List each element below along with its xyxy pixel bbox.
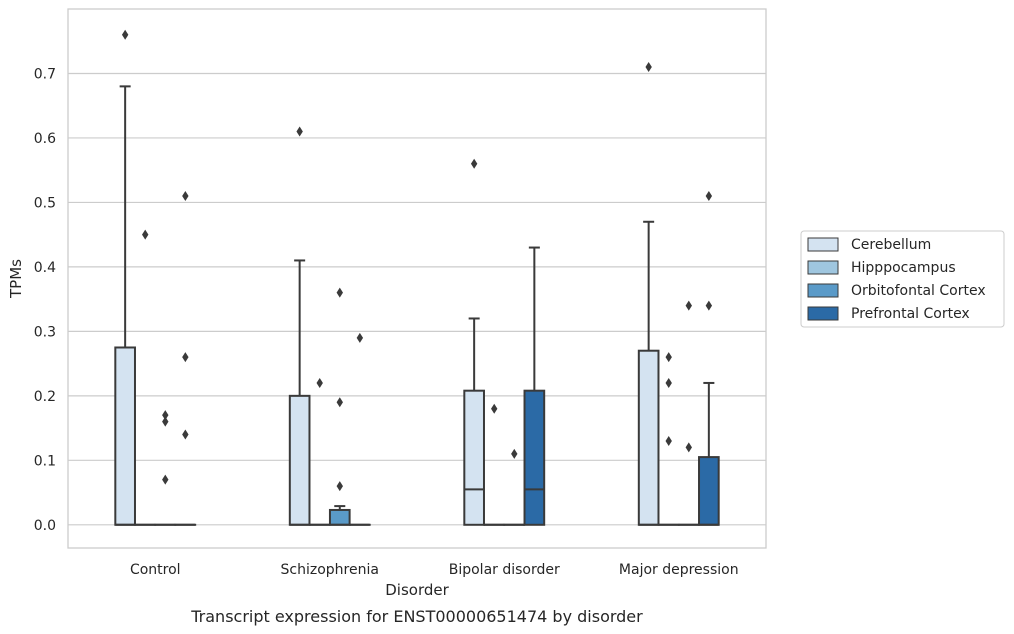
y-tick-label: 0.1: [34, 453, 56, 469]
outlier-point: [705, 190, 713, 201]
outlier-point: [491, 403, 498, 414]
outlier-point: [356, 332, 364, 343]
plot-area: 0.0 0.1 0.2 0.3 0.4 0.5 0.6 0.7 Control Schizoph…: [34, 8, 767, 578]
y-axis-label: TPMs: [7, 259, 25, 299]
plot-frame: [67, 8, 767, 549]
box-body: [288, 394, 311, 526]
box-cerebellum: [637, 62, 660, 526]
legend-label: Cerebellum: [851, 237, 931, 253]
x-tick-label: Major depression: [619, 562, 739, 578]
y-tick-label: 0.4: [34, 260, 56, 276]
box-body: [463, 389, 485, 526]
box-body: [328, 508, 351, 526]
legend-label: Orbitofontal Cortex: [851, 283, 986, 299]
outlier-point: [665, 377, 672, 388]
x-tick-label: Schizophrenia: [281, 562, 379, 578]
box-prefrontal-cortex: [698, 190, 720, 526]
chart-title: Transcript expression for ENST0000065147…: [190, 607, 643, 626]
outlier-point: [162, 416, 169, 427]
legend-swatch: [807, 283, 839, 298]
outlier-point: [182, 190, 189, 201]
box-body: [114, 346, 136, 526]
outlier-point: [336, 287, 343, 298]
legend-swatch: [807, 237, 839, 252]
y-tick-label: 0.0: [34, 518, 56, 534]
y-tick-label: 0.7: [34, 66, 56, 82]
outlier-point: [645, 62, 652, 73]
box-body: [523, 389, 546, 526]
outlier-point: [665, 435, 672, 446]
outlier-point: [316, 377, 323, 388]
box-series: [114, 29, 720, 526]
box-prefrontal-cortex: [523, 246, 546, 526]
box-body: [698, 456, 720, 526]
box-orbitofontal-cortex: [328, 287, 351, 526]
legend-swatch: [807, 260, 839, 275]
y-tick-label: 0.6: [34, 131, 56, 147]
legend-label: Hipppocampus: [851, 260, 956, 276]
outlier-point: [182, 352, 189, 363]
box-cerebellum: [463, 158, 485, 526]
outlier-point: [685, 300, 692, 311]
outlier-point: [142, 229, 149, 240]
outlier-point: [336, 397, 343, 408]
box-body: [637, 349, 660, 526]
y-tick-label: 0.5: [34, 195, 56, 211]
outlier-point: [685, 442, 692, 453]
box-cerebellum: [288, 126, 311, 526]
legend: Cerebellum Hipppocampus Orbitofontal Corte…: [800, 230, 1005, 328]
outlier-point: [470, 158, 478, 169]
outlier-point: [121, 29, 129, 40]
outlier-point: [336, 481, 343, 492]
y-tick-labels: 0.0 0.1 0.2 0.3 0.4 0.5 0.6 0.7: [34, 66, 56, 533]
box-prefrontal-cortex: [174, 190, 197, 526]
y-tick-label: 0.3: [34, 324, 56, 340]
outlier-point: [162, 474, 169, 485]
legend-swatch: [807, 306, 839, 321]
legend-frame: [800, 230, 1005, 328]
outlier-point: [296, 126, 303, 137]
outlier-point: [511, 448, 518, 459]
x-tick-labels: Control Schizophrenia Bipolar disorder Majo…: [130, 562, 739, 578]
x-tick-label: Control: [130, 562, 181, 578]
y-tick-label: 0.2: [34, 389, 56, 405]
outlier-point: [162, 410, 169, 421]
box-cerebellum: [114, 29, 136, 526]
box-prefrontal-cortex: [349, 332, 371, 526]
outlier-point: [182, 429, 189, 440]
outlier-point: [705, 300, 713, 311]
outlier-point: [665, 352, 672, 363]
legend-label: Prefrontal Cortex: [851, 306, 970, 322]
x-tick-label: Bipolar disorder: [449, 562, 560, 578]
x-axis-label: Disorder: [385, 581, 449, 599]
